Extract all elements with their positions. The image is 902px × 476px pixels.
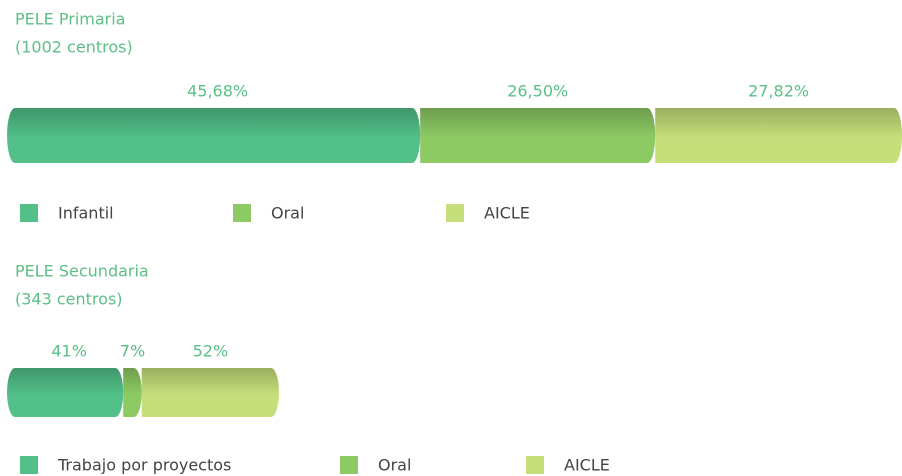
value-label: 27,82% (748, 82, 809, 101)
chart-title: PELE Primaria (15, 10, 125, 29)
legend-label: Oral (378, 456, 411, 475)
bar-shade (7, 108, 421, 163)
legend-label: AICLE (564, 456, 610, 475)
value-label: 7% (120, 342, 145, 361)
chart-title: PELE Secundaria (15, 262, 149, 281)
value-label: 45,68% (187, 82, 248, 101)
legend-label: Trabajo por proyectos (57, 456, 231, 475)
value-label: 41% (51, 342, 87, 361)
legend-swatch (446, 204, 464, 222)
legend-swatch (526, 456, 544, 474)
chart-subtitle: (343 centros) (15, 290, 123, 309)
value-label: 52% (193, 342, 229, 361)
bar-shade (123, 368, 142, 417)
bar-shade (655, 108, 902, 163)
bar-shade (420, 108, 656, 163)
legend-label: Oral (271, 204, 304, 223)
bar-shade (141, 368, 279, 417)
legend-swatch (20, 204, 38, 222)
legend-label: Infantil (58, 204, 114, 223)
bar-shade (7, 368, 124, 417)
legend-swatch (233, 204, 251, 222)
legend-label: AICLE (484, 204, 530, 223)
legend-swatch (20, 456, 38, 474)
value-label: 26,50% (507, 82, 568, 101)
chart-subtitle: (1002 centros) (15, 38, 133, 57)
legend-swatch (340, 456, 358, 474)
